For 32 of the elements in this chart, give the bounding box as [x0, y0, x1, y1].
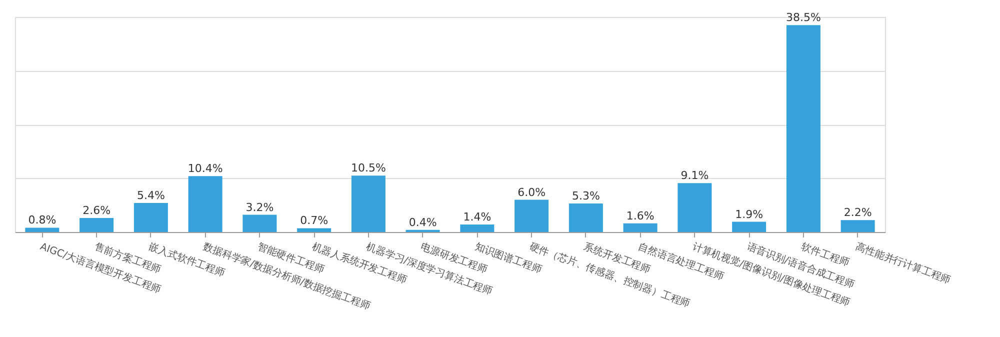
- bar: [623, 223, 658, 232]
- data-label: 1.6%: [626, 209, 654, 222]
- bar: [840, 220, 875, 232]
- data-label: 38.5%: [786, 11, 821, 24]
- bar: [678, 183, 712, 232]
- data-label: 6.0%: [518, 186, 546, 199]
- bar: [732, 222, 766, 232]
- bar: [25, 228, 60, 232]
- x-tick-label: 高性能并行计算工程师: [854, 240, 952, 286]
- bar: [460, 224, 494, 232]
- data-label: 0.8%: [28, 214, 56, 227]
- bar: [786, 25, 820, 232]
- data-label: 10.5%: [350, 162, 386, 175]
- data-label: 0.7%: [300, 214, 328, 228]
- bar: [242, 214, 277, 232]
- data-label: 0.4%: [408, 216, 437, 229]
- data-label: 5.3%: [572, 190, 600, 203]
- bar: [568, 204, 603, 232]
- bar: [80, 218, 114, 232]
- data-label: 1.4%: [463, 210, 492, 224]
- bar: [514, 200, 549, 232]
- data-label: 1.9%: [735, 208, 764, 221]
- data-label: 5.4%: [136, 188, 165, 202]
- bar: [297, 228, 332, 232]
- data-label: 2.6%: [82, 204, 111, 218]
- data-label: 9.1%: [680, 169, 709, 182]
- bar: [351, 176, 386, 232]
- bar: [134, 202, 168, 232]
- data-label: 3.2%: [246, 200, 274, 214]
- bar: [188, 176, 222, 232]
- data-label: 10.4%: [188, 162, 223, 176]
- data-label: 2.2%: [844, 206, 872, 220]
